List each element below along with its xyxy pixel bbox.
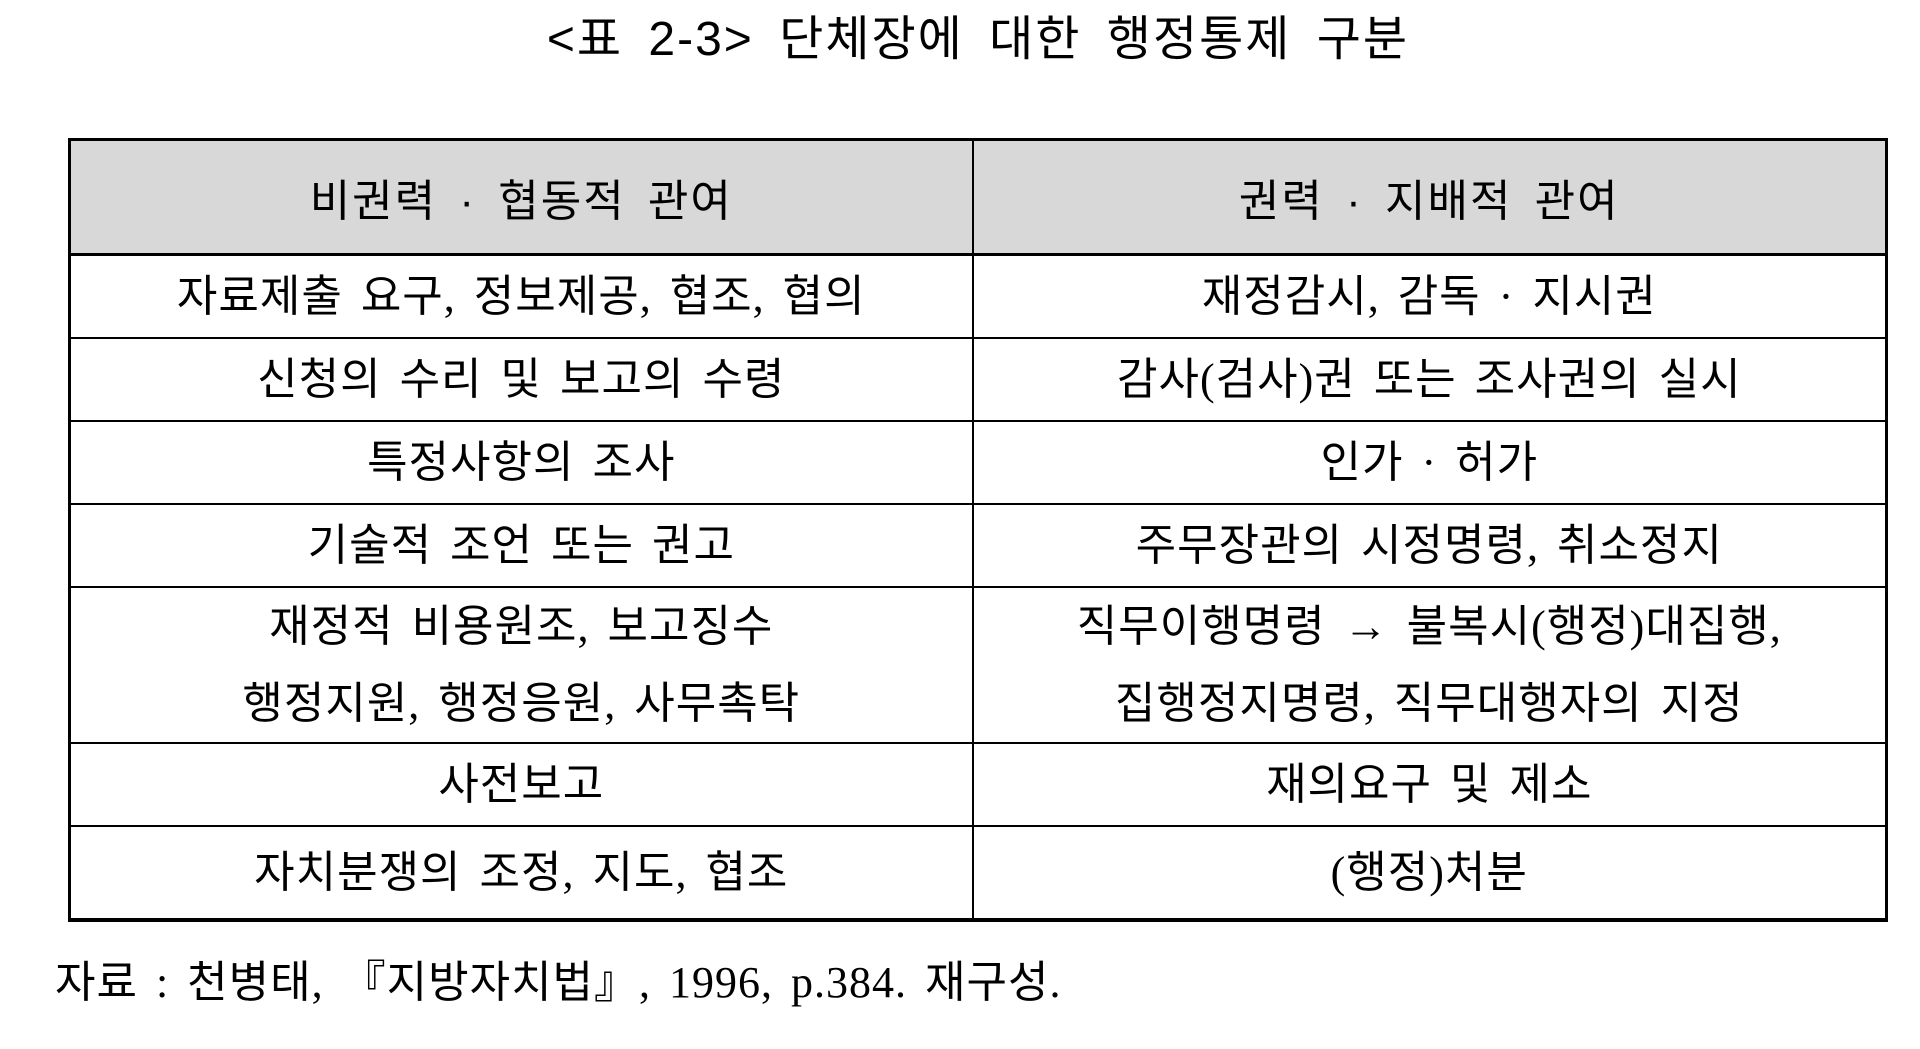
table-cell-left: 재정적 비용원조, 보고징수 행정지원, 행정응원, 사무촉탁 bbox=[68, 586, 974, 744]
table-row: 자료제출 요구, 정보제공, 협조, 협의 재정감시, 감독 · 지시권 bbox=[68, 253, 1888, 339]
document-page: <표 2-3> 단체장에 대한 행정통제 구분 비권력 · 협동적 관여 권력 … bbox=[0, 8, 1920, 1049]
table-row: 특정사항의 조사 인가 · 허가 bbox=[68, 420, 1888, 505]
table-cell-right: 인가 · 허가 bbox=[971, 420, 1888, 505]
table-cell-left: 사전보고 bbox=[68, 742, 974, 827]
table-cell-left: 신청의 수리 및 보고의 수령 bbox=[68, 337, 974, 422]
table-row: 재정적 비용원조, 보고징수 행정지원, 행정응원, 사무촉탁 직무이행명령 →… bbox=[68, 586, 1888, 744]
table-row: 자치분쟁의 조정, 지도, 협조 (행정)처분 bbox=[68, 825, 1888, 921]
table-cell-right: 재정감시, 감독 · 지시권 bbox=[971, 253, 1888, 339]
table-row: 기술적 조언 또는 권고 주무장관의 시정명령, 취소정지 bbox=[68, 503, 1888, 588]
table-cell-left: 자치분쟁의 조정, 지도, 협조 bbox=[68, 825, 974, 921]
table-row: 사전보고 재의요구 및 제소 bbox=[68, 742, 1888, 827]
table-cell-right: 주무장관의 시정명령, 취소정지 bbox=[971, 503, 1888, 588]
table-cell-right: 직무이행명령 → 불복시(행정)대집행, 집행정지명령, 직무대행자의 지정 bbox=[971, 586, 1888, 744]
table-row: 신청의 수리 및 보고의 수령 감사(검사)권 또는 조사권의 실시 bbox=[68, 337, 1888, 422]
source-citation: 자료 : 천병태, 『지방자치법』, 1996, p.384. 재구성. bbox=[55, 958, 1062, 1007]
table-cell-right: (행정)처분 bbox=[971, 825, 1888, 921]
admin-control-table: 비권력 · 협동적 관여 권력 · 지배적 관여 자료제출 요구, 정보제공, … bbox=[68, 138, 1888, 922]
table-caption: <표 2-3> 단체장에 대한 행정통제 구분 bbox=[546, 13, 1410, 66]
header-row: 비권력 · 협동적 관여 권력 · 지배적 관여 bbox=[68, 138, 1888, 256]
header-cell-coercive: 권력 · 지배적 관여 bbox=[971, 138, 1888, 256]
table-cell-left: 특정사항의 조사 bbox=[68, 420, 974, 505]
header-cell-noncoercive: 비권력 · 협동적 관여 bbox=[68, 138, 974, 256]
table-cell-left: 자료제출 요구, 정보제공, 협조, 협의 bbox=[68, 253, 974, 339]
table-cell-right: 재의요구 및 제소 bbox=[971, 742, 1888, 827]
table-cell-left: 기술적 조언 또는 권고 bbox=[68, 503, 974, 588]
table-cell-right: 감사(검사)권 또는 조사권의 실시 bbox=[971, 337, 1888, 422]
